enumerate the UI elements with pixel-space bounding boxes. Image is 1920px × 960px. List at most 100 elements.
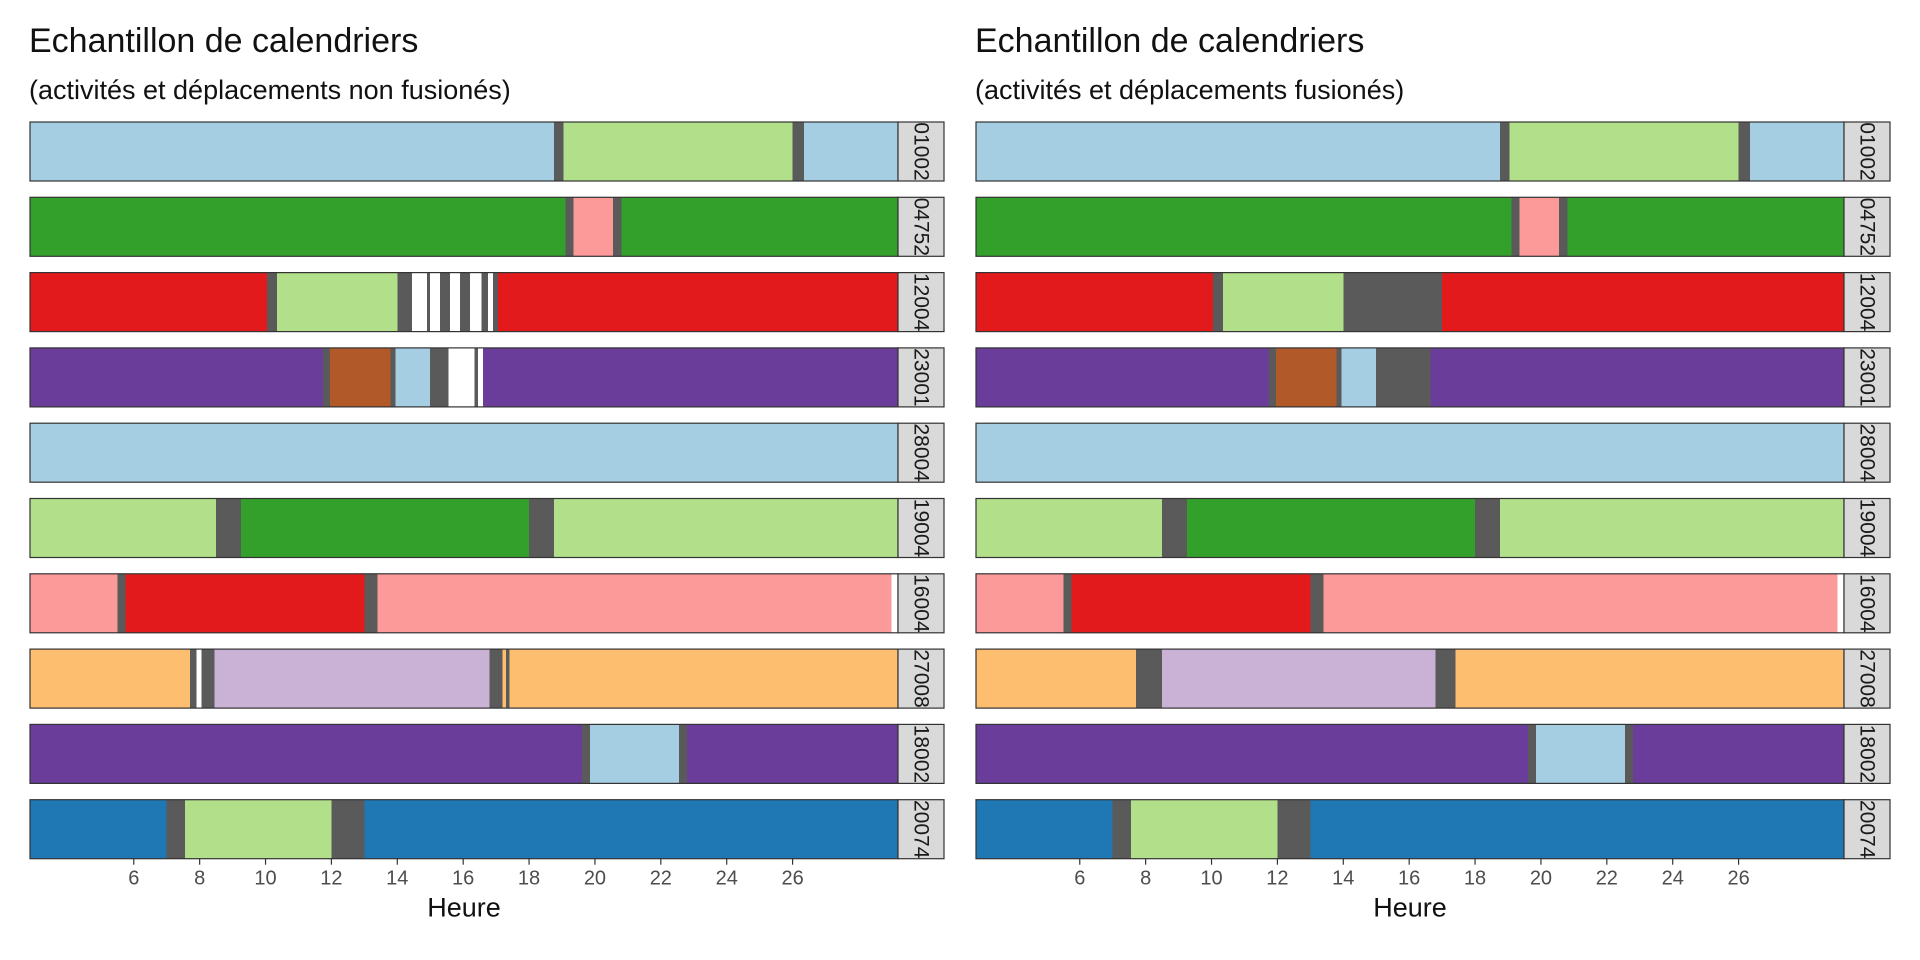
activity-segment: [1633, 724, 1844, 784]
activity-segment: [397, 272, 413, 332]
x-tick-label: 8: [194, 868, 205, 890]
activity-segment: [450, 272, 460, 332]
x-tick-label: 16: [1398, 868, 1420, 890]
facet-row: 19004: [29, 497, 945, 559]
x-axis-title: Heure: [1373, 893, 1447, 923]
facet-strip-label: 16004: [910, 574, 933, 633]
activity-segment: [590, 724, 679, 784]
x-tick-label: 14: [1332, 868, 1354, 890]
activity-segment: [976, 649, 1136, 709]
activity-segment: [240, 498, 530, 558]
activity-segment: [613, 197, 622, 257]
activity-segment: [189, 649, 197, 709]
facet-strip: [1843, 723, 1891, 785]
facet-row: 16004: [975, 573, 1891, 634]
activity-segment: [1499, 498, 1844, 558]
x-tick-label: 12: [1266, 868, 1288, 890]
activity-segment: [440, 272, 450, 332]
activity-segment: [430, 272, 441, 332]
facet-row: 23001: [29, 347, 945, 408]
activity-segment: [30, 122, 554, 181]
activity-segment: [125, 573, 365, 633]
facet-strip-label: 01002: [1856, 122, 1879, 180]
facet-strip-label: 18002: [1856, 725, 1879, 783]
calendar-plot-left: 01002 04752 12004 23001 28004 19004 16004 27008…: [29, 121, 945, 923]
activity-segment: [1519, 197, 1560, 257]
activity-segment: [1269, 347, 1276, 407]
activity-segment: [1275, 347, 1337, 407]
facet-strip-label: 01002: [910, 122, 933, 180]
activity-segment: [30, 724, 582, 784]
activity-segment: [687, 724, 898, 784]
activity-segment: [459, 272, 470, 332]
x-tick-label: 22: [650, 868, 672, 890]
activity-segment: [492, 272, 498, 332]
x-tick-label: 26: [1727, 868, 1749, 890]
activity-segment: [30, 423, 898, 483]
facet-strip-label: 28004: [1856, 423, 1879, 482]
activity-segment: [1130, 799, 1278, 859]
x-tick-label: 14: [386, 868, 408, 890]
facet-strip: [897, 347, 945, 408]
activity-segment: [1475, 498, 1500, 558]
activity-segment: [267, 272, 278, 332]
chart-subtitle: (activités et déplacements non fusionés): [29, 75, 511, 105]
activity-segment: [1162, 498, 1187, 558]
activity-segment: [1310, 799, 1844, 859]
calendar-plot-right: 01002 04752 12004 23001 28004 19004 16004 27008…: [975, 121, 1891, 923]
activity-segment: [448, 347, 475, 407]
activity-segment: [497, 272, 898, 332]
activity-segment: [1213, 272, 1224, 332]
facet-row: 01002: [975, 121, 1891, 182]
x-tick-label: 12: [320, 868, 342, 890]
facet-row: 20074: [29, 799, 945, 860]
facet-strip: [897, 723, 945, 785]
activity-segment: [506, 649, 510, 709]
chart-title: Echantillon de calendriers: [29, 22, 419, 60]
facet-strip: [1843, 272, 1891, 333]
facet-strip: [897, 799, 945, 860]
activity-segment: [976, 122, 1500, 181]
chart-title: Echantillon de calendriers: [975, 22, 1365, 60]
activity-segment: [976, 799, 1113, 859]
activity-segment: [573, 197, 614, 257]
x-tick-label: 6: [1074, 868, 1085, 890]
activity-segment: [30, 573, 118, 633]
chart-subtitle: (activités et déplacements fusionés): [975, 75, 1405, 105]
activity-segment: [1323, 573, 1838, 633]
facet-strip-label: 23001: [910, 348, 933, 406]
activity-segment: [1112, 799, 1131, 859]
activity-segment: [331, 799, 365, 859]
activity-segment: [1499, 122, 1510, 181]
x-tick-label: 10: [1200, 868, 1222, 890]
activity-segment: [1376, 347, 1431, 407]
activity-segment: [792, 122, 805, 181]
x-tick-label: 22: [1596, 868, 1618, 890]
activity-segment: [1559, 197, 1568, 257]
activity-segment: [216, 498, 241, 558]
facet-strip: [1843, 573, 1891, 634]
activity-segment: [1837, 573, 1844, 633]
activity-segment: [430, 347, 449, 407]
x-tick-label: 20: [584, 868, 606, 890]
activity-segment: [196, 649, 202, 709]
x-tick-label: 18: [1464, 868, 1486, 890]
facet-strip: [1843, 196, 1891, 257]
facet-row: 28004: [29, 422, 945, 483]
facet-strip: [897, 272, 945, 333]
facet-strip-label: 16004: [1856, 574, 1879, 633]
activity-segment: [976, 347, 1270, 407]
activity-segment: [481, 272, 488, 332]
activity-segment: [201, 649, 215, 709]
facet-strip-label: 12004: [910, 273, 933, 332]
activity-segment: [489, 649, 503, 709]
activity-segment: [323, 347, 330, 407]
activity-segment: [474, 347, 478, 407]
facet-row: 12004: [29, 272, 945, 333]
facet-strip-label: 12004: [1856, 273, 1879, 332]
activity-segment: [1063, 573, 1072, 633]
activity-segment: [214, 649, 490, 709]
facet-row: 28004: [975, 422, 1891, 483]
activity-segment: [364, 799, 899, 859]
activity-segment: [482, 347, 898, 407]
